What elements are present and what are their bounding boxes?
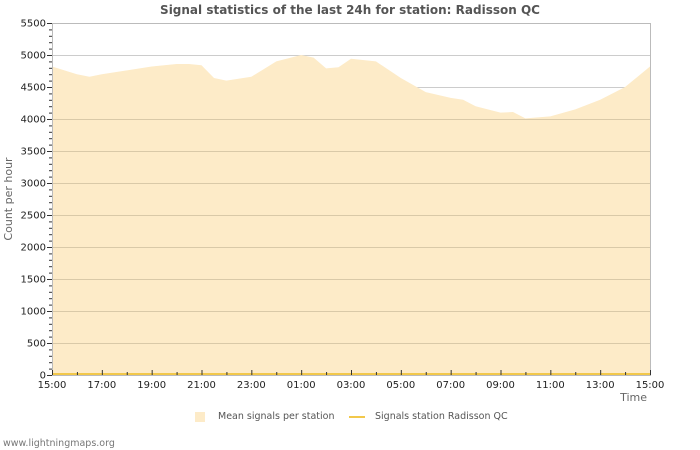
chart-plot: 0 500 1000 1500 2000 2500 3000 3500 4000 4500 5000… <box>2 19 665 405</box>
svg-text:3500: 3500 <box>21 147 46 158</box>
svg-text:3000: 3000 <box>21 179 46 190</box>
legend-item-station[interactable]: Signals station Radisson QC <box>349 411 508 422</box>
svg-text:23:00: 23:00 <box>237 380 266 391</box>
area-swatch-icon <box>195 411 205 422</box>
svg-text:2500: 2500 <box>21 211 46 222</box>
svg-text:11:00: 11:00 <box>536 380 565 391</box>
svg-text:21:00: 21:00 <box>187 380 216 391</box>
svg-text:5000: 5000 <box>21 51 46 62</box>
line-swatch-icon <box>349 415 365 418</box>
svg-text:500: 500 <box>27 339 46 350</box>
svg-text:2000: 2000 <box>21 243 46 254</box>
svg-text:19:00: 19:00 <box>137 380 166 391</box>
y-axis-title: Count per hour <box>2 157 15 241</box>
svg-text:15:00: 15:00 <box>636 380 665 391</box>
svg-text:01:00: 01:00 <box>287 380 316 391</box>
svg-text:13:00: 13:00 <box>586 380 615 391</box>
svg-text:15:00: 15:00 <box>38 380 67 391</box>
y-axis: 0 500 1000 1500 2000 2500 3000 3500 4000 4500 5000… <box>21 19 52 382</box>
svg-text:1000: 1000 <box>21 307 46 318</box>
legend-item-mean[interactable]: Mean signals per station <box>195 411 334 422</box>
x-axis-title: Time <box>619 391 647 404</box>
plot-frame <box>52 23 651 376</box>
svg-text:1500: 1500 <box>21 275 46 286</box>
site-credit[interactable]: www.lightningmaps.org <box>3 438 115 449</box>
chart-title: Signal statistics of the last 24h for st… <box>160 3 540 17</box>
svg-text:4000: 4000 <box>21 115 46 126</box>
svg-text:09:00: 09:00 <box>486 380 515 391</box>
legend: Mean signals per station Signals station… <box>0 411 700 427</box>
svg-text:0: 0 <box>40 371 46 382</box>
svg-text:5500: 5500 <box>21 19 46 30</box>
x-axis: 15:00 17:00 19:00 21:00 23:00 01:00 03:00 05:00… <box>38 370 665 391</box>
svg-text:07:00: 07:00 <box>436 380 465 391</box>
legend-label: Mean signals per station <box>218 411 335 422</box>
svg-text:17:00: 17:00 <box>87 380 116 391</box>
svg-text:4500: 4500 <box>21 83 46 94</box>
svg-text:03:00: 03:00 <box>337 380 366 391</box>
svg-text:05:00: 05:00 <box>386 380 415 391</box>
legend-label: Signals station Radisson QC <box>375 411 508 422</box>
grid-lines-over-area <box>52 119 650 344</box>
